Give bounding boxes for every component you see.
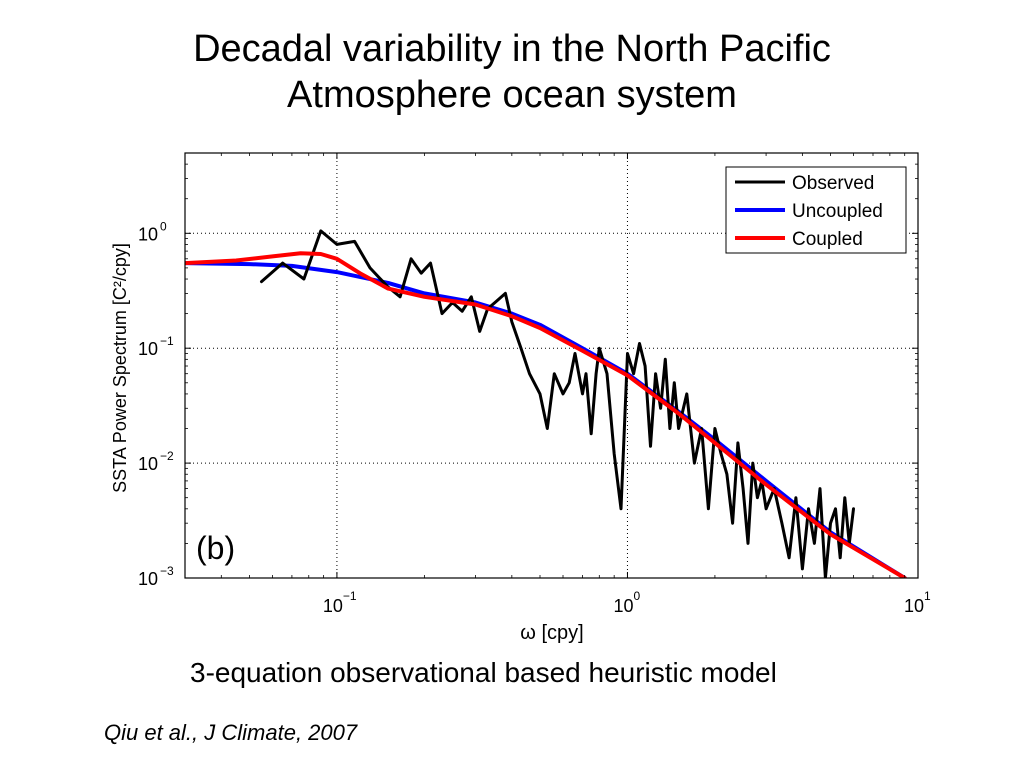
x-tick-label: 10 — [904, 596, 924, 616]
legend-label-uncoupled: Uncoupled — [792, 201, 883, 222]
title-line-2: Atmosphere ocean system — [287, 74, 737, 116]
x-tick-label-exponent: 0 — [633, 589, 640, 603]
legend-label-coupled: Coupled — [792, 229, 863, 250]
y-tick-label: 10 — [138, 454, 158, 474]
series-line-observed — [260, 229, 855, 578]
x-tick-label: 10 — [613, 596, 633, 616]
series-layer — [185, 229, 907, 578]
y-tick-label: 10 — [138, 339, 158, 359]
x-tick-label-exponent: 1 — [924, 589, 931, 603]
x-axis-label: ω [cpy] — [520, 622, 583, 644]
slide-subtitle: 3-equation observational based heuristic… — [190, 657, 777, 688]
title-line-1: Decadal variability in the North Pacific — [193, 28, 831, 70]
legend-label-observed: Observed — [792, 173, 874, 194]
y-tick-label-exponent: 0 — [160, 219, 167, 233]
y-axis-label: SSTA Power Spectrum [C²/cpy] — [110, 243, 130, 493]
ticks: 10 −1 10 0 10 110 −310 −210 −110 0 — [138, 153, 931, 616]
panel-label: (b) — [196, 530, 235, 566]
citation: Qiu et al., J Climate, 2007 — [104, 720, 358, 745]
y-tick-label: 10 — [138, 569, 158, 589]
y-tick-label-exponent: −3 — [160, 564, 174, 578]
slide-title: Decadal variability in the North Pacific… — [0, 26, 1024, 118]
series-line-coupled — [185, 251, 907, 578]
legend: Observed Uncoupled Coupled — [725, 166, 907, 254]
y-tick-label-exponent: −2 — [160, 449, 174, 463]
x-tick-label: 10 — [323, 596, 343, 616]
plot-frame — [184, 152, 919, 579]
y-tick-label: 10 — [138, 224, 158, 244]
y-tick-label-exponent: −1 — [160, 334, 174, 348]
x-tick-label-exponent: −1 — [343, 589, 357, 603]
